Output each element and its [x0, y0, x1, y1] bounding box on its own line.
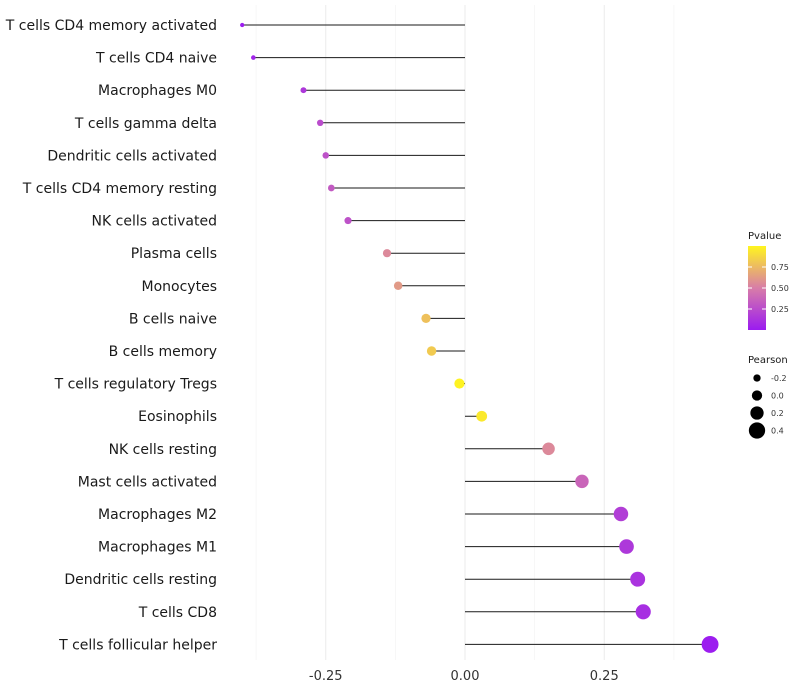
x-tick-label: 0.25 [590, 669, 619, 684]
lollipop-point [635, 604, 651, 620]
pearson-legend: Pearson -0.2 0.0 0.2 0.4 [748, 355, 788, 439]
x-axis-tick-labels: -0.25 0.00 0.25 [309, 669, 619, 684]
pearson-legend-key [748, 422, 766, 439]
pearson-legend-title: Pearson [748, 355, 788, 366]
lollipop-point [613, 506, 629, 522]
category-label: Macrophages M1 [98, 540, 217, 556]
lollipop-stems [242, 24, 711, 645]
category-label: T cells CD8 [138, 605, 217, 621]
category-label: Macrophages M0 [98, 83, 217, 99]
lollipop-point [344, 217, 352, 225]
category-label: B cells memory [109, 344, 217, 360]
lollipop-point [322, 152, 330, 159]
x-tick-label: -0.25 [309, 669, 343, 684]
pvalue-legend-title: Pvalue [748, 231, 781, 242]
grid-lines [255, 5, 675, 660]
category-label: Monocytes [142, 279, 217, 295]
lollipop-point [382, 249, 392, 258]
category-label: B cells naive [129, 311, 217, 327]
pvalue-legend: Pvalue 0.75 0.50 0.25 [748, 231, 789, 330]
category-label: Mast cells activated [78, 474, 217, 490]
lollipop-point [454, 378, 465, 389]
category-label: NK cells resting [109, 442, 217, 458]
lollipop-point [542, 442, 555, 456]
pvalue-legend-label: 0.25 [771, 305, 789, 314]
category-label: T cells CD4 naive [95, 51, 217, 67]
category-label: T cells regulatory Tregs [54, 377, 217, 393]
lollipop-point [701, 635, 719, 653]
pearson-legend-label: 0.2 [771, 409, 784, 418]
pearson-legend-label: 0.0 [771, 392, 784, 401]
lollipop-point [300, 87, 307, 94]
lollipop-point [316, 119, 324, 127]
lollipop-point [240, 22, 245, 28]
lollipop-point [575, 474, 589, 489]
pearson-legend-key [751, 390, 763, 401]
lollipop-point [630, 571, 646, 587]
category-label: Eosinophils [138, 409, 217, 425]
pvalue-legend-label: 0.50 [771, 284, 789, 293]
lollipop-point [251, 55, 256, 60]
lollipop-points [240, 22, 719, 653]
category-label: T cells CD4 memory activated [5, 18, 217, 34]
category-label: Dendritic cells resting [64, 572, 217, 588]
pvalue-legend-label: 0.75 [771, 263, 789, 272]
pearson-legend-key [753, 374, 761, 382]
lollipop-point [619, 539, 634, 554]
lollipop-point [426, 346, 437, 356]
category-label: Macrophages M2 [98, 507, 217, 523]
category-label: T cells CD4 memory resting [22, 181, 217, 197]
lollipop-point [393, 281, 403, 291]
pearson-legend-key [750, 406, 764, 420]
lollipop-point [327, 184, 335, 192]
pvalue-colorbar [748, 246, 766, 330]
category-label: Dendritic cells activated [47, 148, 217, 164]
category-label: T cells gamma delta [74, 116, 217, 132]
category-label: T cells follicular helper [58, 637, 217, 653]
lollipop-point [421, 313, 431, 324]
category-labels: T cells CD4 memory activated T cells CD4 … [5, 18, 217, 653]
lollipop-point [476, 410, 488, 422]
pearson-legend-label: -0.2 [771, 374, 787, 383]
category-label: Plasma cells [131, 246, 217, 262]
x-tick-label: 0.00 [451, 669, 480, 684]
pearson-legend-label: 0.4 [771, 427, 784, 436]
category-label: NK cells activated [92, 214, 217, 230]
